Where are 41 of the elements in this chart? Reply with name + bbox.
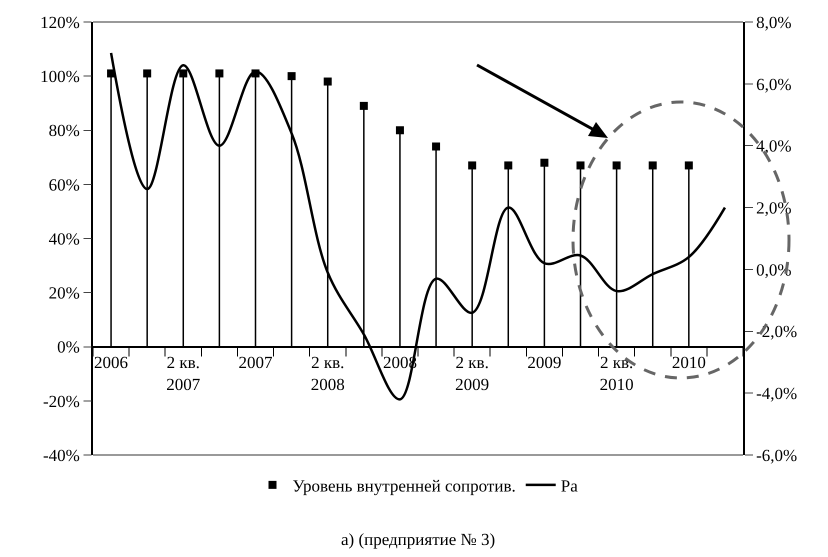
y2-tick-label: 2,0% [756,198,792,218]
point [143,69,152,78]
x-tick-label: 2009 [527,352,562,372]
point [288,72,296,80]
x-tick-label: 2006 [94,352,128,372]
legend-label: Уровень внутренней сопротив. [292,476,516,496]
x-tick-label: 2010 [672,352,706,372]
x-tick-label: 2007 [238,352,273,372]
point [396,126,404,134]
y2-tick-label: 8,0% [756,12,792,32]
point [504,161,512,170]
point [432,142,440,150]
y-tick-label: 20% [48,284,80,303]
point [576,161,584,170]
y-tick-label: -20% [43,392,80,411]
point [360,102,368,110]
point [215,69,224,78]
point [540,158,548,167]
y-tick-label: -40% [43,446,80,465]
point [612,161,621,170]
legend-label: Ра [560,476,578,496]
y2-tick-label: 6,0% [756,74,792,94]
y2-tick-label: -4,0% [756,384,798,404]
point [324,78,332,86]
y-tick-label: 40% [48,229,80,248]
y-tick-label: 120% [40,12,80,32]
x-tick-label: 2 кв. 2009 [455,352,490,394]
point [684,161,693,170]
point [468,161,476,170]
y-tick-label: 0% [57,338,80,357]
x-tick-label: 2 кв. 2010 [600,352,634,394]
y-tick-label: 100% [40,67,80,86]
y-tick-label: 60% [48,175,80,194]
y-tick-label: 80% [48,121,80,140]
y2-tick-label: 4,0% [756,136,792,156]
y2-tick-label: -6,0% [756,446,798,465]
x-tick-label: 2 кв. 2007 [166,352,201,394]
text: а) (предприятие № 3) [341,530,496,549]
x-tick-label: 2 кв. 2008 [310,352,345,394]
point [648,161,657,170]
y2-tick-label: -2,0% [756,322,798,342]
